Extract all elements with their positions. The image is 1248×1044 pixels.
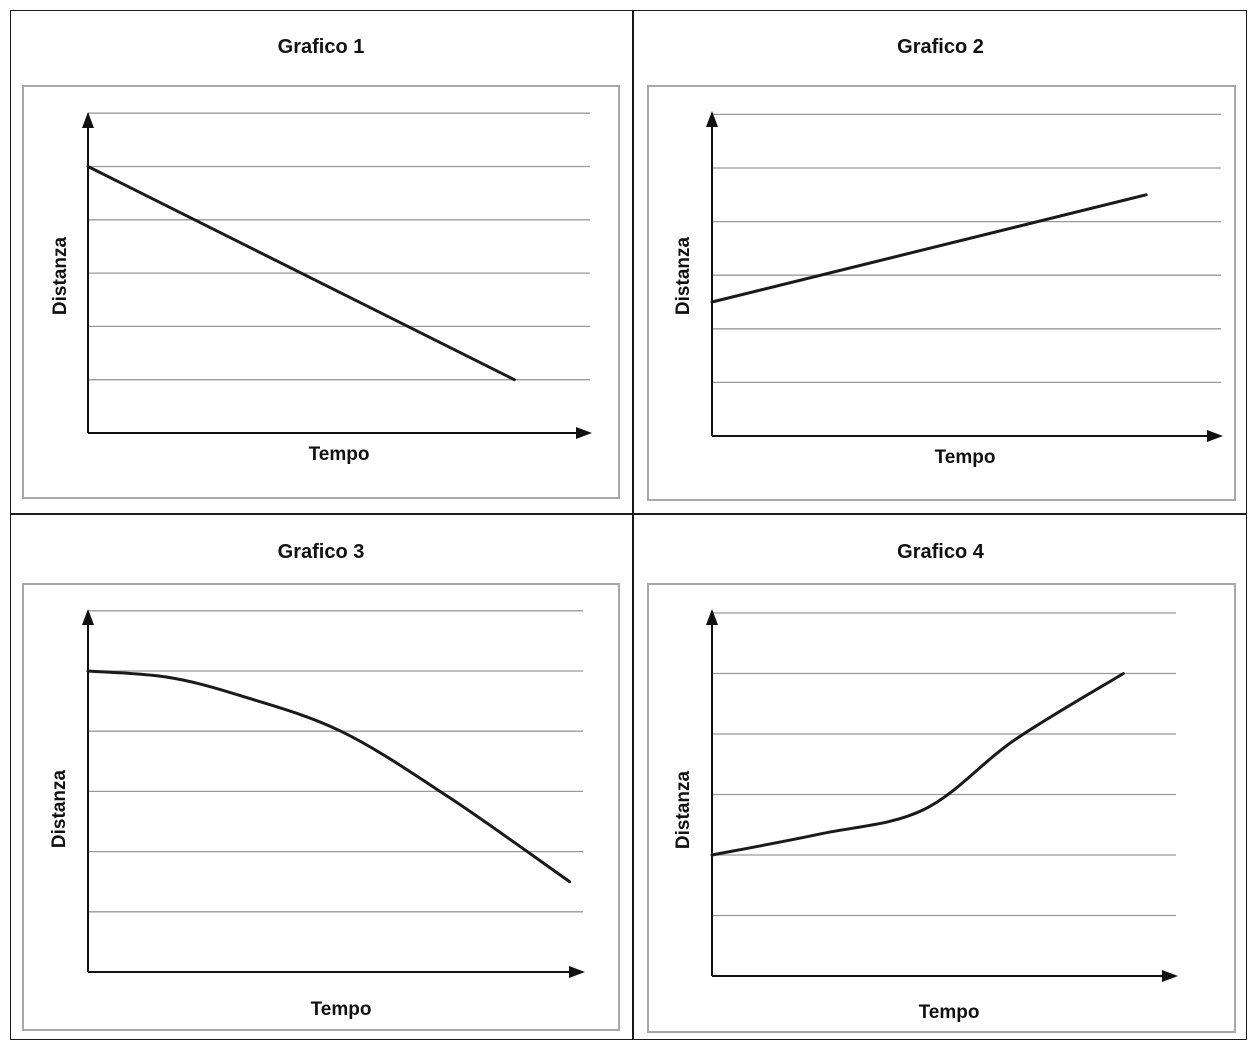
y-axis-arrow — [82, 609, 94, 625]
x-axis-arrow — [1207, 430, 1223, 442]
y-axis-arrow — [706, 609, 718, 625]
y-axis-label: Distanza — [50, 237, 71, 316]
series-line — [710, 672, 1125, 857]
series-line — [710, 193, 1148, 304]
chart-grid-table — [10, 10, 1247, 1040]
y-axis-label: Distanza — [673, 237, 694, 316]
y-axis-arrow — [706, 111, 718, 127]
chart-title: Grafico 2 — [897, 36, 984, 58]
chart-title: Grafico 1 — [277, 36, 365, 58]
x-axis-label: Tempo — [311, 999, 372, 1020]
x-axis-arrow — [569, 966, 585, 978]
x-axis-label: Tempo — [935, 447, 996, 468]
chart-1-svg: Tempo Distanza — [50, 112, 592, 465]
y-axis-label: Distanza — [49, 770, 70, 849]
chart-2-svg: Tempo Distanza — [673, 111, 1223, 468]
chart-3-svg: Tempo Distanza — [49, 609, 585, 1020]
x-axis-label: Tempo — [309, 444, 370, 465]
plot-frame — [647, 583, 1236, 1033]
chart-cell-4: Grafico 4 Tempo Distanza — [634, 515, 1247, 1040]
chart-title: Grafico 4 — [897, 541, 984, 563]
plot-frame — [22, 583, 620, 1031]
horizontal-divider — [10, 513, 1247, 515]
x-axis-arrow — [576, 427, 592, 439]
chart-4-svg: Tempo Distanza — [673, 609, 1178, 1023]
series-line — [86, 165, 516, 382]
plot-frame — [22, 85, 620, 499]
series-line — [86, 669, 572, 884]
chart-title: Grafico 3 — [277, 541, 365, 563]
y-axis-arrow — [82, 112, 94, 128]
vertical-divider — [632, 10, 634, 1040]
chart-cell-3: Grafico 3 Tempo Distanza — [10, 515, 632, 1040]
x-axis-arrow — [1162, 970, 1178, 982]
chart-cell-2: Grafico 2 Tempo Distanza — [634, 10, 1247, 513]
y-axis-label: Distanza — [673, 771, 694, 850]
chart-cell-1: Grafico 1 Tempo Distanza — [10, 10, 632, 513]
x-axis-label: Tempo — [919, 1002, 980, 1023]
plot-frame — [647, 85, 1236, 501]
